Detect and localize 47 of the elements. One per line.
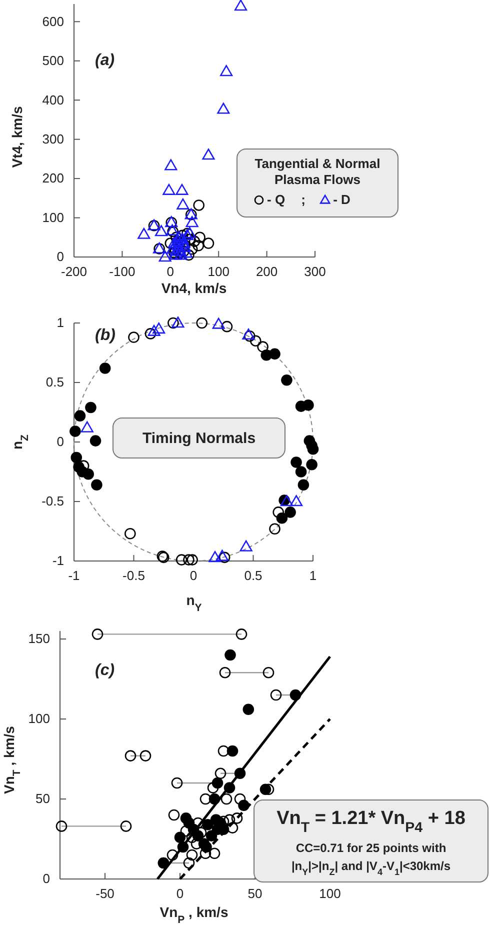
y-tick-label: 0.5 bbox=[46, 374, 64, 390]
y-tick-label: 0 bbox=[56, 434, 64, 450]
legend-label: - D bbox=[333, 192, 350, 207]
x-tick-label: 50 bbox=[248, 886, 262, 902]
annotation: (b) bbox=[95, 327, 116, 344]
x-tick-label: 100 bbox=[319, 886, 341, 902]
annotation: Timing Normals bbox=[142, 430, 256, 447]
y-tick-label: 100 bbox=[28, 711, 50, 726]
x-tick-label: 100 bbox=[208, 264, 230, 280]
y-tick-label: 300 bbox=[42, 131, 64, 146]
annotation: (c) bbox=[95, 662, 115, 679]
y-tick-label: 500 bbox=[42, 53, 64, 68]
x-axis-title: n$_{Y}$ bbox=[186, 592, 202, 614]
annotation: (a) bbox=[95, 52, 115, 69]
y-tick-label: -0.5 bbox=[42, 494, 64, 509]
x-tick-label: -200 bbox=[60, 264, 88, 280]
y-tick-label: 100 bbox=[42, 210, 64, 225]
x-tick-label: 200 bbox=[256, 264, 278, 280]
x-tick-label: 0.5 bbox=[244, 568, 262, 584]
annotation: Vn$_{T}$ = 1.21* Vn$_{P4}$ + 18 bbox=[276, 808, 466, 836]
y-axis-title: Vt4, km/s bbox=[9, 106, 25, 168]
annotation: ; bbox=[301, 192, 306, 207]
y-tick-label: 200 bbox=[42, 170, 64, 186]
x-tick-label: -0.5 bbox=[122, 568, 145, 584]
y-tick-label: 150 bbox=[28, 631, 50, 646]
x-tick-label: -50 bbox=[96, 886, 114, 902]
x-tick-label: 0 bbox=[190, 568, 198, 584]
x-tick-label: 0 bbox=[176, 886, 184, 902]
y-tick-label: 1 bbox=[56, 315, 64, 330]
x-axis-title: Vn$_{P}$ , km/s bbox=[160, 904, 228, 926]
x-tick-label: -1 bbox=[68, 568, 80, 584]
y-tick-label: 50 bbox=[36, 791, 50, 806]
x-tick-label: 1 bbox=[309, 568, 317, 584]
y-tick-label: 400 bbox=[42, 92, 64, 108]
x-tick-label: 0 bbox=[166, 264, 174, 280]
annotation: CC=0.71 for 25 points with bbox=[296, 841, 446, 855]
text-box: Vn$_{T}$ = 1.21* Vn$_{P4}$ + 18 CC=0.71 for 25 points with |n$_{Y}$|>|n$_{Z}$| and |V$_{4}$-V$_{1}$|<30km/s bbox=[254, 800, 488, 882]
text-box: Timing Normals bbox=[112, 418, 286, 458]
y-tick-label: 0 bbox=[42, 871, 50, 886]
y-tick-label: 600 bbox=[42, 14, 64, 29]
y-tick-label: -1 bbox=[52, 553, 64, 568]
legend-label: - Q bbox=[267, 192, 286, 207]
y-tick-label: 0 bbox=[56, 249, 64, 264]
x-axis-title: Vn4, km/s bbox=[161, 280, 227, 296]
legend-title: Tangential & Normal Plasma Flows bbox=[254, 156, 380, 187]
x-tick-label: -100 bbox=[109, 264, 136, 280]
x-tick-label: 300 bbox=[304, 264, 326, 280]
